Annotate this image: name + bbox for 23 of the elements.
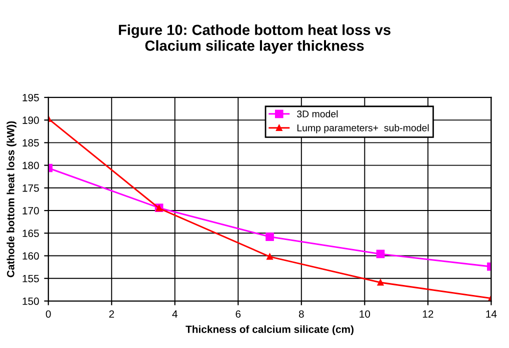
legend-label: 3D model <box>297 110 338 118</box>
y-tick-label: 180 <box>22 162 39 170</box>
y-tick-label: 160 <box>22 252 39 260</box>
y-tick-label: 170 <box>22 207 39 214</box>
chart-title: Figure 10: Cathode bottom heat loss vs Clacium silicate layer thickness <box>118 24 390 54</box>
y-tick-label: 185 <box>22 139 39 147</box>
x-tick-label: 8 <box>298 310 304 318</box>
legend-label: Lump parameters+ sub-model <box>297 124 429 134</box>
y-tick-label: 150 <box>22 298 39 305</box>
y-tick-label: 175 <box>22 184 39 192</box>
x-tick-label: 6 <box>236 310 241 318</box>
x-tick-label: 0 <box>46 310 51 318</box>
y-tick-label: 190 <box>22 116 39 124</box>
x-tick-label: 14 <box>486 310 497 318</box>
x-tick-label: 12 <box>422 310 434 318</box>
y-tick-label: 165 <box>22 230 39 238</box>
x-tick-label: 2 <box>109 310 114 318</box>
x-tick-label: 10 <box>360 310 370 318</box>
y-axis-title: Cathode bottom heat loss (kW)) <box>6 121 16 278</box>
x-axis-title: Thickness of calcium silicate (cm) <box>186 325 354 336</box>
x-tick-label: 4 <box>172 310 178 318</box>
y-tick-label: 155 <box>22 275 39 282</box>
y-tick-label: 195 <box>22 94 39 102</box>
